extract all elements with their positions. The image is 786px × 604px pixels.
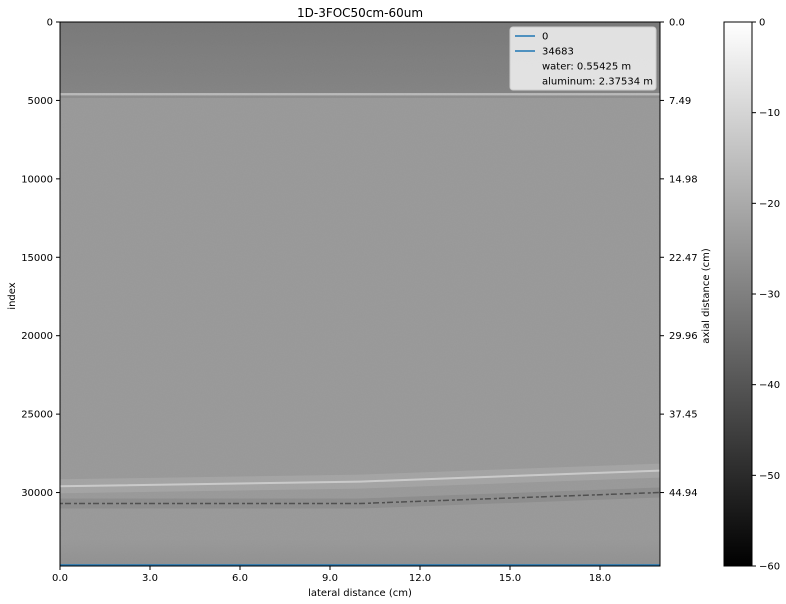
- y2-tick-label: 29.96: [669, 331, 698, 342]
- colorbar-tick-label: −60: [759, 562, 780, 573]
- y2-tick-label: 0.0: [669, 18, 685, 29]
- colorbar-tick-label: −10: [759, 108, 780, 119]
- x-tick-label: 3.0: [142, 573, 158, 584]
- y-tick-label: 30000: [21, 488, 53, 499]
- y-tick-label: 15000: [21, 253, 53, 264]
- y-axis-right: 0.0 7.49 14.98 22.47 29.96 37.45 44.94: [660, 18, 698, 499]
- y2-tick-label: 14.98: [669, 174, 698, 185]
- x-tick-label: 9.0: [322, 573, 338, 584]
- y-axis-left: 0 5000 10000 15000 20000 25000 30000: [21, 18, 60, 499]
- colorbar-tick-label: −30: [759, 290, 780, 301]
- legend-label: 0: [542, 32, 548, 43]
- noise-overlay: [60, 22, 660, 566]
- heatmap-image: [59, 22, 661, 566]
- x-tick-label: 12.0: [409, 573, 431, 584]
- colorbar-tick-label: 0: [759, 18, 765, 29]
- y2-tick-label: 7.49: [669, 96, 691, 107]
- legend-label: aluminum: 2.37534 m: [542, 77, 653, 88]
- x-tick-label: 0.0: [52, 573, 68, 584]
- y-tick-label: 0: [47, 18, 53, 29]
- y2-tick-label: 22.47: [669, 253, 698, 264]
- legend-label: 34683: [542, 47, 574, 58]
- plot-frame: [59, 21, 661, 567]
- colorbar-tick-label: −40: [759, 380, 780, 391]
- y-tick-label: 20000: [21, 331, 53, 342]
- legend: 0 34683 water: 0.55425 m aluminum: 2.37534 …: [509, 26, 657, 91]
- x-axis: 0.0 3.0 6.0 9.0 12.0 15.0 18.0: [52, 566, 611, 584]
- x-tick-label: 15.0: [499, 573, 521, 584]
- legend-box: [509, 26, 657, 91]
- x-axis-label: lateral distance (cm): [308, 588, 412, 599]
- x-tick-label: 18.0: [589, 573, 611, 584]
- y-tick-label: 10000: [21, 174, 53, 185]
- y-tick-label: 25000: [21, 410, 53, 421]
- y2-tick-label: 37.45: [669, 410, 698, 421]
- y2-axis-label: axial distance (cm): [701, 248, 712, 344]
- colorbar-axis: 0 −10 −20 −30 −40 −50 −60: [752, 18, 780, 573]
- colorbar-tick-label: −50: [759, 471, 780, 482]
- colorbar-tick-label: −20: [759, 199, 780, 210]
- y-tick-label: 5000: [28, 96, 53, 107]
- colorbar-gradient: [723, 21, 753, 567]
- legend-label: water: 0.55425 m: [542, 62, 631, 73]
- x-tick-label: 6.0: [232, 573, 248, 584]
- y2-tick-label: 44.94: [669, 488, 698, 499]
- colorbar: 0 −10 −20 −30 −40 −50 −60: [723, 18, 780, 573]
- chart-title: 1D-3FOC50cm-60um: [297, 6, 423, 20]
- y-axis-label: index: [7, 282, 18, 309]
